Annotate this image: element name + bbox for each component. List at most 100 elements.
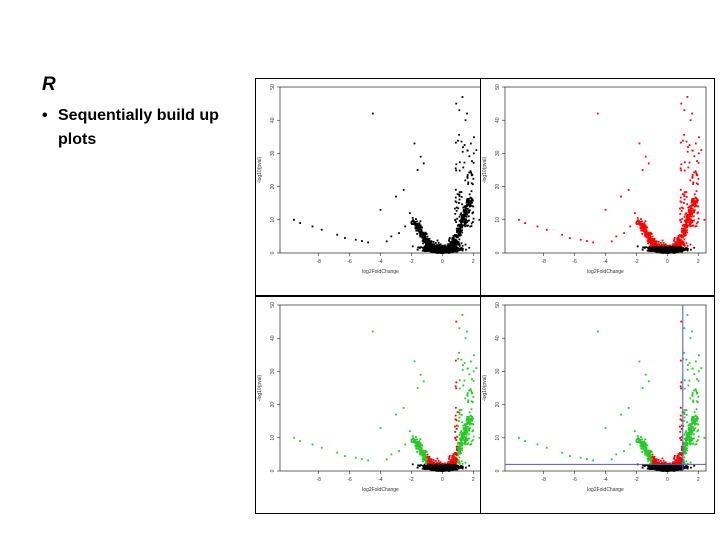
data-point [657,241,660,243]
data-point [663,243,665,246]
data-point [671,244,674,247]
data-point [449,468,452,470]
y-tick-label: 10 [270,435,276,441]
x-tick-label: -2 [634,259,639,265]
data-point [439,249,442,252]
data-point [464,179,467,182]
data-point [468,427,471,430]
data-point [662,245,665,247]
data-point [437,469,440,472]
data-point [579,238,582,241]
data-point [684,232,687,235]
data-point [471,199,474,202]
data-point [456,445,458,448]
data-point [419,225,422,228]
data-point [432,462,435,465]
data-point [464,429,466,431]
y-tick-label: 30 [270,150,276,156]
data-point [453,245,456,248]
data-point [683,133,685,136]
x-tick-label: 2 [472,259,475,265]
data-point [669,250,672,253]
data-point [459,232,462,235]
data-point [682,207,685,210]
data-point [697,152,700,155]
data-point [432,459,435,461]
data-point [453,247,455,250]
data-point [659,242,662,244]
data-point [468,205,471,208]
data-point [678,238,681,241]
data-point [667,251,669,254]
bullet-text: Sequentially build up plots [58,107,219,148]
data-point [604,208,607,211]
data-point [694,202,697,205]
data-point [450,467,453,470]
data-point [657,250,660,253]
data-point [443,468,445,471]
data-point [422,455,425,457]
data-point [420,464,423,467]
data-point [452,453,455,455]
data-point [448,456,451,459]
slide-title: R [42,74,56,95]
data-point [644,227,647,230]
data-point [467,433,470,436]
data-point [458,242,460,245]
data-point [460,242,463,245]
data-point [680,102,683,105]
data-point [472,429,475,432]
data-point [466,224,468,227]
data-point [460,223,463,226]
data-point [688,215,691,218]
data-point [468,389,471,392]
data-point [524,222,526,225]
data-point [463,435,466,438]
data-point [690,201,693,204]
data-point [422,465,425,467]
data-point [468,210,470,212]
data-point [468,202,470,205]
data-point [454,200,457,203]
data-point [459,221,462,224]
data-point [468,420,470,423]
data-point [424,249,427,251]
data-point [475,149,478,151]
data-point [423,463,426,466]
y-tick-label: 20 [495,184,501,190]
data-point [455,169,458,172]
data-point [458,443,461,445]
data-point [458,133,460,136]
data-point [636,216,639,219]
data-point [449,247,452,250]
data-point [466,199,468,201]
data-point [411,438,414,441]
data-point [453,463,456,466]
data-point [650,240,653,243]
data-point [684,228,686,230]
data-point [465,423,468,425]
data-point [466,213,469,216]
data-point [455,235,458,238]
data-point [641,220,643,223]
data-point [679,249,682,252]
data-point [659,244,661,247]
data-point [458,202,460,204]
data-point [696,199,699,202]
data-point [452,456,454,459]
data-point [696,183,699,186]
data-point [647,234,650,237]
data-point [642,246,645,249]
data-point [299,222,301,225]
data-point [439,245,442,248]
data-point [655,245,658,248]
data-point [687,166,690,169]
data-point [470,400,473,403]
data-point [425,245,427,248]
data-point [425,459,428,462]
data-point [457,450,460,453]
data-point [471,212,474,215]
volcano-plot-svg: -8 -6 -4 -2 0 201020304050log2FoldChange-log1… [482,84,707,275]
data-point [463,432,465,435]
data-point [466,392,469,394]
